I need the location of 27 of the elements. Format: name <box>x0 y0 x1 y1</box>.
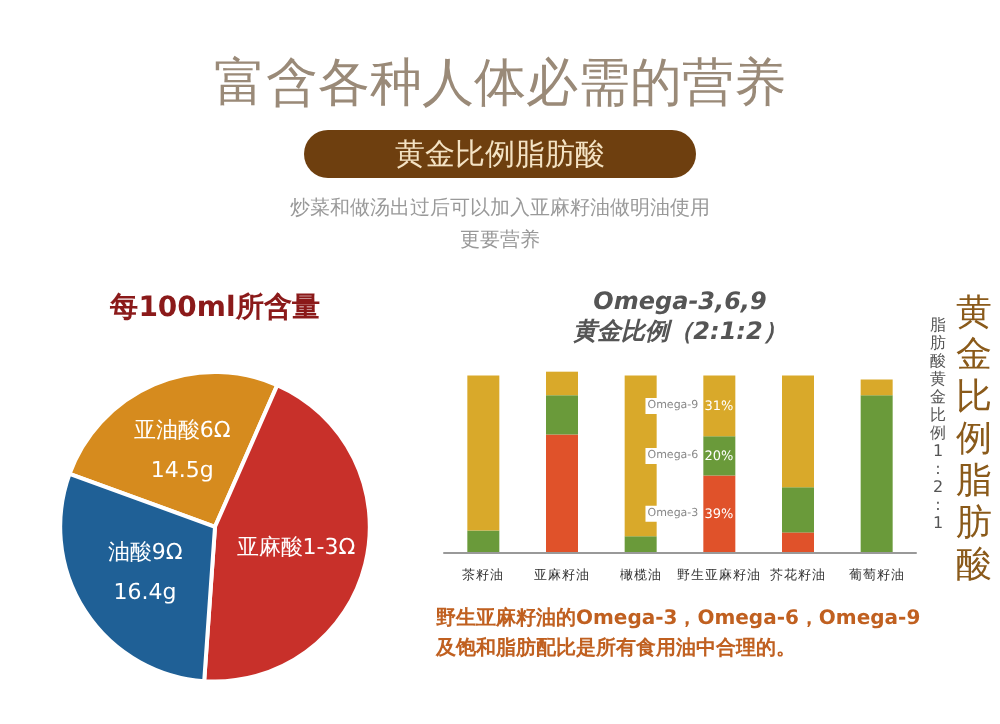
chart-title: Omega-3,6,9 黄金比例（2:1:2） <box>573 287 787 345</box>
bar <box>782 532 814 552</box>
bar <box>546 434 578 552</box>
text: 更要营养 <box>458 227 542 254</box>
bar <box>860 379 893 396</box>
bar <box>703 375 736 437</box>
slice-label: 亚油酸6Ω <box>133 417 231 444</box>
bar <box>467 530 500 552</box>
text: 脂肪酸黄金比例1:2:1 <box>930 316 946 532</box>
bar <box>467 375 500 531</box>
bar <box>624 536 657 552</box>
slice-label: 油酸9Ω <box>107 539 183 566</box>
text: 炒菜和做汤出过后可以加入亚麻籽油做明油使用 <box>288 195 712 222</box>
text: 黄金比例脂肪酸 <box>304 130 696 178</box>
data-label: 14.5g <box>150 457 214 484</box>
bar <box>782 487 814 533</box>
slice-label: 亚麻酸1-3Ω <box>236 533 356 560</box>
bar <box>860 395 893 552</box>
text: 野生亚麻籽油的Omega-3，Omega-6，Omega-9及饱和脂肪配比是所有食用油中合理的。 <box>436 604 923 664</box>
bar <box>782 375 814 488</box>
bar <box>703 475 736 552</box>
bar <box>546 395 578 435</box>
bar <box>546 371 578 396</box>
text: 富含各种人体必需的营养 <box>212 52 788 118</box>
text: 黄金比例脂肪酸 <box>954 292 994 586</box>
chart-title: 每100ml所含量 <box>108 292 320 324</box>
data-label: 16.4g <box>113 579 177 606</box>
